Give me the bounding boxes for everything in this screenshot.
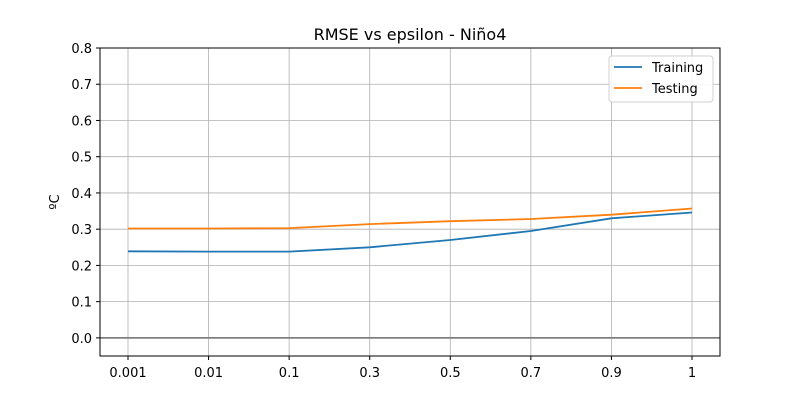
y-tick-label: 0.3 bbox=[71, 223, 92, 238]
x-tick-label: 0.3 bbox=[359, 366, 380, 381]
x-tick-label: 0.1 bbox=[279, 366, 300, 381]
y-tick-label: 0.6 bbox=[71, 114, 92, 129]
chart-title: RMSE vs epsilon - Niño4 bbox=[314, 25, 507, 44]
y-tick-label: 0.2 bbox=[71, 259, 92, 274]
y-ticks: 0.0 0.1 0.2 0.3 0.4 0.5 0.6 0.7 0.8 bbox=[71, 42, 100, 347]
series-line-testing bbox=[128, 207, 693, 230]
legend: Training Testing bbox=[608, 55, 714, 103]
x-tick-label: 1 bbox=[688, 366, 696, 381]
series-layer bbox=[127, 207, 693, 253]
y-tick-label: 0.1 bbox=[71, 296, 92, 311]
x-tick-label: 0.001 bbox=[109, 366, 146, 381]
x-tick-label: 0.5 bbox=[440, 366, 461, 381]
series-line-training bbox=[127, 211, 693, 253]
y-axis-label: ºC bbox=[48, 194, 63, 209]
legend-label-training: Training bbox=[651, 61, 703, 76]
x-tick-label: 0.9 bbox=[601, 366, 622, 381]
y-tick-label: 0.8 bbox=[71, 42, 92, 57]
plot-frame bbox=[99, 47, 721, 357]
y-tick-label: 0.7 bbox=[71, 78, 92, 93]
x-tick-label: 0.01 bbox=[194, 366, 223, 381]
y-tick-label: 0.5 bbox=[71, 151, 92, 166]
y-tick-label: 0.0 bbox=[71, 332, 92, 347]
x-tick-label: 0.7 bbox=[521, 366, 542, 381]
y-tick-label: 0.4 bbox=[71, 187, 92, 202]
x-ticks: 0.001 0.01 0.1 0.3 0.5 0.7 0.9 1 bbox=[109, 356, 696, 381]
legend-label-testing: Testing bbox=[651, 82, 698, 97]
